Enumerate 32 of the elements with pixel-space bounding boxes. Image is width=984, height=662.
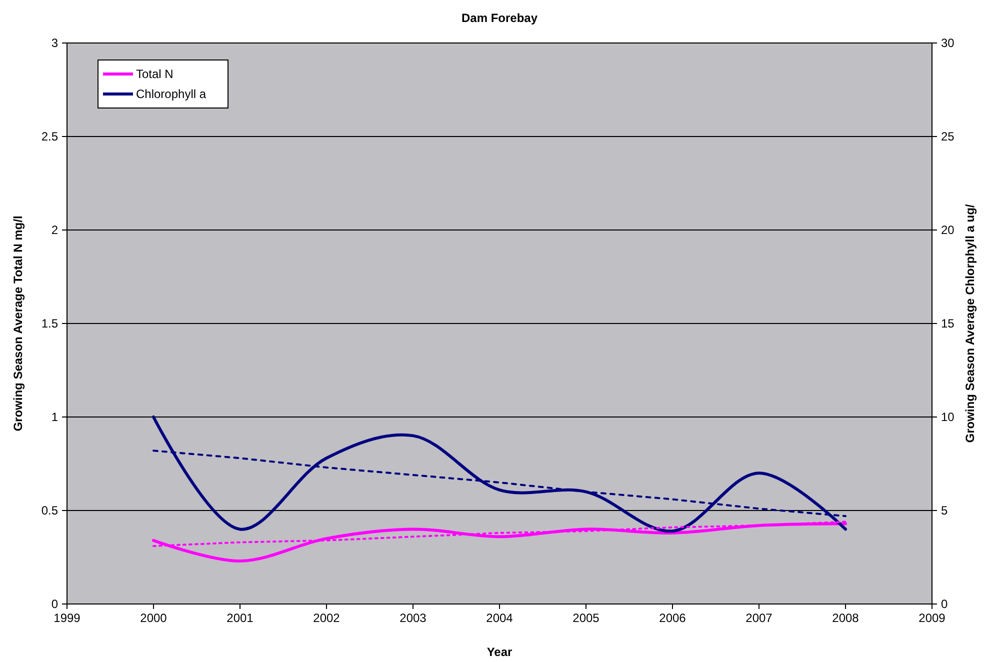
y-tick-label: 2 — [51, 223, 58, 237]
y-tick-label: 0.5 — [41, 504, 58, 518]
y2-tick-label: 5 — [941, 504, 948, 518]
x-tick-label: 2000 — [140, 611, 168, 625]
x-tick-label: 2006 — [659, 611, 686, 625]
x-tick-label: 2007 — [746, 611, 773, 625]
x-tick-label: 2004 — [486, 611, 514, 625]
y-tick-label: 1 — [51, 410, 58, 424]
y-tick-label: 0 — [51, 597, 58, 611]
y2-tick-label: 10 — [941, 410, 955, 424]
y-tick-label: 2.5 — [41, 130, 58, 144]
x-tick-label: 2009 — [918, 611, 946, 625]
x-tick-label: 2003 — [400, 611, 427, 625]
x-tick-label: 2001 — [226, 611, 254, 625]
legend-label: Chlorophyll a — [136, 87, 206, 101]
x-axis-title: Year — [486, 645, 513, 659]
y2-axis-title: Growing Season Average Chlorphyll a ug/ — [963, 204, 977, 443]
y-tick-label: 1.5 — [41, 316, 58, 330]
y2-tick-label: 20 — [941, 223, 955, 237]
chart-title: Dam Forebay — [461, 11, 538, 25]
legend-label: Total N — [136, 67, 174, 81]
x-tick-label: 2002 — [313, 611, 340, 625]
x-tick-label: 1999 — [54, 611, 81, 625]
y-tick-label: 3 — [51, 36, 58, 50]
y2-tick-label: 0 — [941, 597, 948, 611]
y2-tick-label: 30 — [941, 36, 955, 50]
x-tick-label: 2005 — [572, 611, 600, 625]
y-axis-title: Growing Season Average Total N mg/l — [11, 216, 25, 432]
y2-tick-label: 25 — [941, 130, 955, 144]
x-tick-label: 2008 — [832, 611, 860, 625]
y2-tick-label: 15 — [941, 316, 955, 330]
line-series — [152, 416, 847, 533]
